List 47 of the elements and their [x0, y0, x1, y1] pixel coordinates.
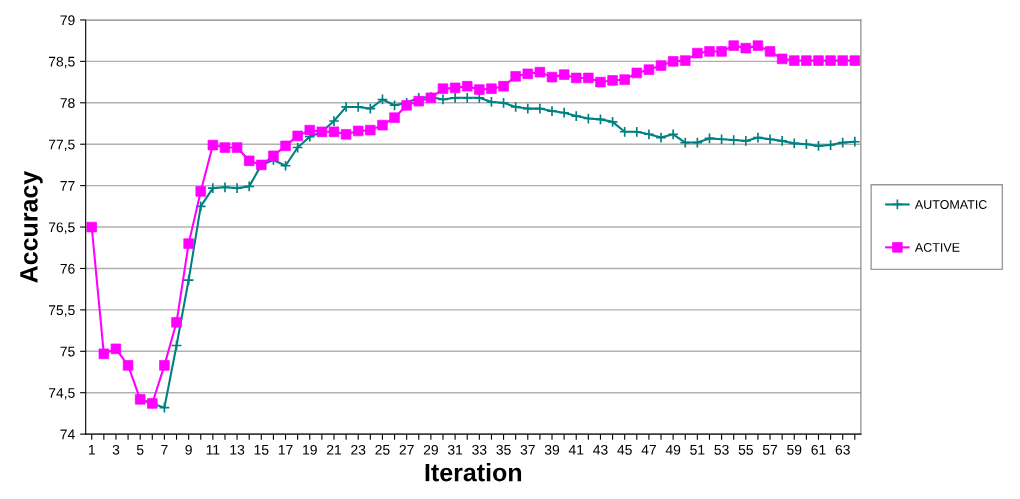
x-tick-label: 27 — [399, 444, 414, 455]
x-tick-label: 31 — [447, 444, 463, 455]
x-tick-label: 59 — [787, 444, 802, 455]
x-tick-label: 23 — [351, 444, 366, 455]
y-tick-label: 77 — [60, 181, 75, 191]
x-tick-label: 51 — [690, 445, 705, 455]
x-tick-label: 3 — [112, 444, 120, 455]
x-tick-label: 39 — [544, 444, 560, 455]
x-tick-label: 53 — [714, 444, 729, 455]
x-tick-label: 13 — [230, 444, 245, 455]
x-tick-label: 1 — [88, 445, 95, 455]
x-tick-label: 43 — [593, 444, 608, 455]
y-axis-title: Accuracy — [20, 170, 43, 283]
x-tick-label: 29 — [423, 444, 438, 455]
x-tick-label: 25 — [375, 444, 390, 455]
y-tick-label: 74,5 — [48, 388, 75, 400]
x-tick-label: 61 — [811, 444, 826, 455]
y-tick-label: 79 — [60, 15, 75, 26]
x-tick-label: 21 — [326, 444, 342, 455]
x-tick-label: 11 — [206, 445, 220, 455]
legend-label: ACTIVE — [914, 243, 960, 252]
x-tick-label: 5 — [136, 445, 144, 455]
y-tick-label: 77,5 — [48, 139, 75, 152]
y-tick-label: 78,5 — [48, 56, 75, 69]
x-tick-label: 33 — [472, 444, 487, 455]
x-tick-label: 63 — [835, 444, 850, 455]
x-tick-label: 47 — [641, 445, 656, 455]
x-tick-label: 9 — [185, 444, 192, 455]
x-tick-label: 41 — [568, 445, 584, 455]
x-tick-label: 37 — [520, 444, 535, 455]
x-tick-label: 19 — [303, 444, 317, 455]
x-tick-label: 45 — [617, 445, 632, 455]
y-tick-label: 74 — [60, 429, 75, 440]
x-tick-label: 57 — [762, 445, 778, 455]
x-tick-label: 7 — [161, 445, 168, 455]
y-tick-label: 78 — [60, 98, 75, 108]
x-tick-label: 17 — [278, 445, 293, 455]
x-axis-title: Iteration — [425, 463, 522, 482]
legend-label: AUTOMATIC — [914, 200, 987, 209]
x-tick-label: 15 — [254, 445, 269, 455]
x-tick-label: 35 — [496, 444, 511, 455]
y-tick-label: 76 — [60, 263, 75, 274]
y-tick-label: 75 — [60, 346, 75, 357]
y-tick-label: 75,5 — [48, 305, 75, 317]
x-tick-label: 49 — [665, 444, 681, 455]
y-tick-label: 76,5 — [48, 222, 75, 234]
x-tick-label: 55 — [738, 445, 753, 455]
